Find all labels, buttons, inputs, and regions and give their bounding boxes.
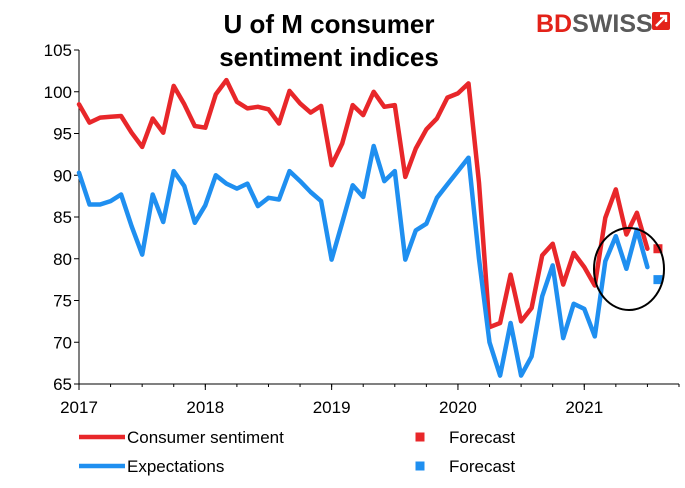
annotation-layer bbox=[593, 227, 665, 311]
axes: 65 70 75 80 85 90 95 100 105 2017 2018 2019 2020 2021 bbox=[44, 41, 680, 417]
legend-forecast-swatch-0 bbox=[415, 432, 425, 442]
x-tick-label: 2020 bbox=[439, 398, 477, 417]
chart-title-line-2: sentiment indices bbox=[219, 42, 439, 72]
y-tick-label: 100 bbox=[44, 83, 72, 102]
legend-label-0: Consumer sentiment bbox=[127, 428, 284, 447]
chart-title-line-1: U of M consumer bbox=[224, 9, 435, 39]
series-line-1 bbox=[76, 143, 650, 378]
brand-logo: BDSWISS bbox=[536, 10, 670, 38]
chart-title: U of M consumer sentiment indices bbox=[219, 9, 439, 72]
x-tick-label: 2018 bbox=[186, 398, 224, 417]
y-tick-label: 95 bbox=[53, 125, 72, 144]
legend-forecast-swatch-1 bbox=[415, 461, 425, 471]
y-tick-label: 80 bbox=[53, 250, 72, 269]
forecast-highlight-ellipse bbox=[593, 227, 665, 311]
legend-label-1: Expectations bbox=[127, 457, 224, 476]
legend-forecast-label-1: Forecast bbox=[449, 457, 515, 476]
brand-name-part2: SWISS bbox=[572, 10, 653, 38]
svg-text:BDSWISS: BDSWISS bbox=[536, 10, 653, 38]
y-tick-label: 105 bbox=[44, 41, 72, 60]
y-tick-label: 75 bbox=[53, 292, 72, 311]
y-tick-label: 65 bbox=[53, 375, 72, 394]
legend-forecast-label-0: Forecast bbox=[449, 428, 515, 447]
x-tick-label: 2017 bbox=[60, 398, 98, 417]
forecast-marker-1 bbox=[653, 275, 663, 285]
series-layer bbox=[76, 77, 663, 378]
y-tick-label: 85 bbox=[53, 208, 72, 227]
brand-mark-icon bbox=[652, 12, 670, 30]
forecast-marker-0 bbox=[653, 244, 663, 254]
legend: Consumer sentiment Forecast Expectations Fo… bbox=[79, 428, 515, 476]
y-tick-label: 70 bbox=[53, 333, 72, 352]
x-tick-label: 2021 bbox=[565, 398, 603, 417]
series-line-0 bbox=[76, 77, 650, 330]
brand-name-part1: BD bbox=[536, 10, 572, 38]
x-tick-label: 2019 bbox=[313, 398, 351, 417]
y-tick-label: 90 bbox=[53, 166, 72, 185]
